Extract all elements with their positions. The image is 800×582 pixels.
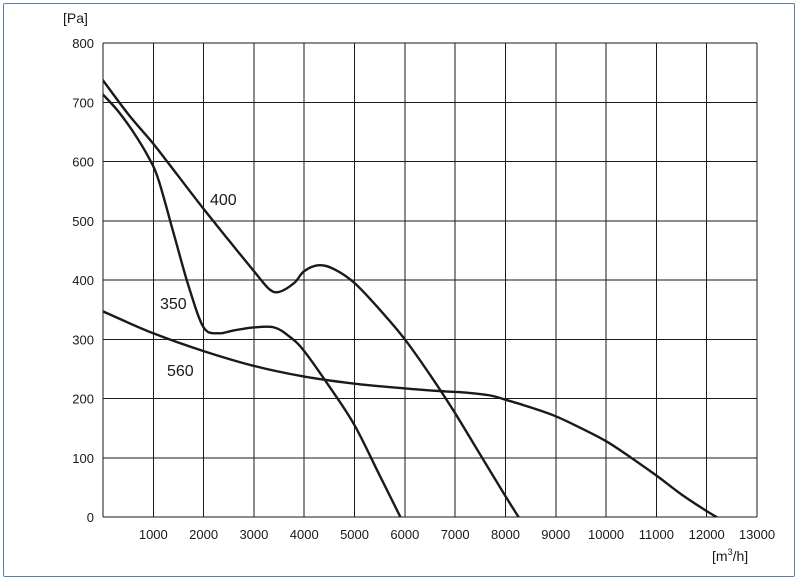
y-tick-label-8: 800 — [72, 36, 94, 51]
x-axis-unit: [m3/h] — [712, 547, 748, 564]
x-tick-label-12: 13000 — [739, 527, 775, 542]
series-label-350: 350 — [160, 296, 187, 313]
y-tick-label-3: 300 — [72, 332, 94, 347]
x-tick-label-9: 10000 — [588, 527, 624, 542]
x-tick-labels: 1000 2000 3000 4000 5000 6000 7000 8000 9000 1000… — [139, 527, 775, 542]
series-line-560 — [103, 310, 719, 517]
y-tick-label-2: 200 — [72, 392, 94, 407]
grid — [102, 42, 758, 518]
x-tick-label-8: 9000 — [541, 527, 570, 542]
x-tick-label-2: 3000 — [239, 527, 268, 542]
y-tick-label-7: 700 — [72, 95, 94, 110]
x-tick-label-10: 11000 — [639, 527, 674, 542]
x-tick-label-11: 12000 — [689, 527, 725, 542]
x-tick-label-6: 7000 — [441, 527, 470, 542]
x-axis-unit-sup: 3 — [728, 547, 733, 557]
series-labels: 400 350 560 — [160, 192, 237, 380]
x-tick-label-3: 4000 — [290, 527, 319, 542]
y-tick-label-5: 500 — [72, 214, 94, 229]
series-line-400 — [103, 79, 521, 517]
y-tick-labels: 0 100 200 300 400 500 600 700 800 — [72, 36, 94, 525]
x-tick-label-1: 2000 — [189, 527, 218, 542]
series-label-400: 400 — [210, 192, 237, 209]
y-tick-label-1: 100 — [72, 451, 94, 466]
series-line-350 — [103, 93, 402, 517]
x-axis-unit-end: /h] — [733, 548, 749, 564]
x-tick-label-0: 1000 — [139, 527, 168, 542]
y-tick-label-4: 400 — [72, 273, 94, 288]
y-tick-label-0: 0 — [87, 510, 94, 525]
x-tick-label-4: 5000 — [340, 527, 369, 542]
series-label-560: 560 — [167, 363, 194, 380]
y-axis-unit: [Pa] — [63, 10, 88, 26]
x-tick-label-5: 6000 — [390, 527, 419, 542]
x-tick-label-7: 8000 — [491, 527, 520, 542]
curves — [103, 79, 719, 517]
y-tick-label-6: 600 — [72, 155, 94, 170]
x-axis-unit-base: [m — [712, 548, 728, 564]
